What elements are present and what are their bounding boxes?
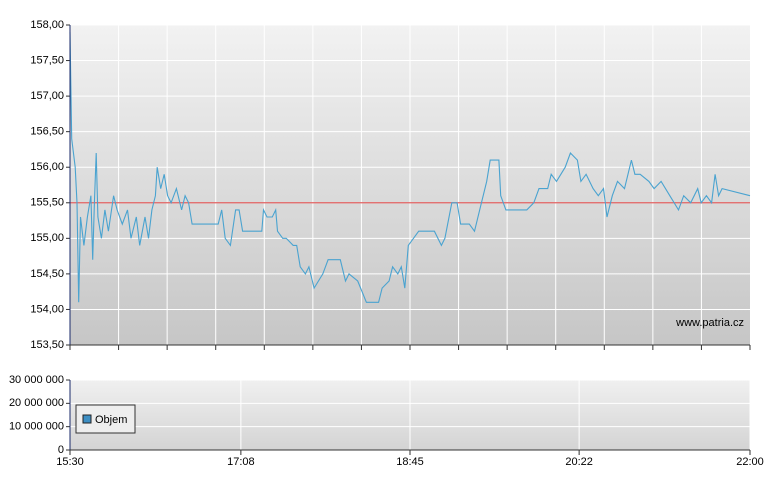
- price-line: [69, 32, 751, 303]
- y-tick-label: 155,50: [30, 197, 64, 209]
- legend-swatch: [82, 414, 92, 424]
- y-tick-label: 155,00: [30, 232, 64, 244]
- y-tick-label: 10 000 000: [9, 421, 64, 433]
- y-tick-label: 30 000 000: [9, 374, 64, 386]
- y-tick-label: 154,00: [30, 303, 64, 315]
- y-tick-label: 0: [58, 444, 64, 456]
- x-tick-label: 15:30: [56, 456, 84, 468]
- x-tick-label: 20:22: [565, 456, 593, 468]
- y-tick-label: 20 000 000: [9, 397, 64, 409]
- y-tick-label: 156,00: [30, 161, 64, 173]
- legend: Objem: [75, 404, 136, 434]
- y-tick-label: 156,50: [30, 126, 64, 138]
- x-tick-label: 22:00: [736, 456, 764, 468]
- x-tick-label: 17:08: [227, 456, 255, 468]
- y-tick-label: 157,00: [30, 90, 64, 102]
- y-tick-label: 158,00: [30, 19, 64, 31]
- y-tick-label: 154,50: [30, 268, 64, 280]
- watermark: www.patria.cz: [675, 317, 744, 329]
- legend-label: Objem: [95, 414, 127, 426]
- y-tick-label: 153,50: [30, 339, 64, 351]
- y-tick-label: 157,50: [30, 54, 64, 66]
- x-tick-label: 18:45: [396, 456, 424, 468]
